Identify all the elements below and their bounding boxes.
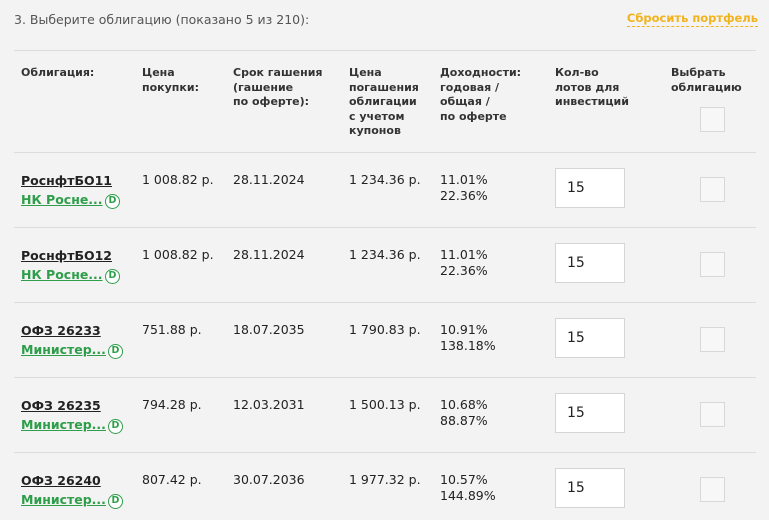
maturity-date: 28.11.2024 — [233, 247, 305, 262]
redemption-price: 1 500.13 р. — [349, 397, 421, 412]
table-row: РоснфтБО11 НК Росне... D 1 008.82 р. 28.… — [14, 153, 756, 228]
yield-total: 22.36% — [440, 188, 488, 203]
table-row: ОФЗ 26233 Министер... D 751.88 р. 18.07.… — [14, 303, 756, 378]
dividend-icon[interactable]: D — [105, 194, 120, 209]
lots-quantity-input[interactable] — [555, 468, 625, 508]
bond-name-link[interactable]: ОФЗ 26235 — [21, 398, 101, 413]
select-bond-checkbox[interactable] — [700, 477, 725, 502]
bond-name-link[interactable]: РоснфтБО11 — [21, 173, 112, 188]
yield-total: 138.18% — [440, 338, 496, 353]
select-bond-checkbox[interactable] — [700, 402, 725, 427]
yield-annual: 11.01% — [440, 172, 488, 187]
reset-portfolio-link[interactable]: Сбросить портфель — [626, 11, 758, 27]
maturity-date: 18.07.2035 — [233, 322, 305, 337]
column-header-redemption: Цена погашения облигации с учетом купоно… — [349, 66, 419, 137]
select-bond-checkbox[interactable] — [700, 252, 725, 277]
table-row: РоснфтБО12 НК Росне... D 1 008.82 р. 28.… — [14, 228, 756, 303]
issuer-link[interactable]: Министер... — [21, 492, 106, 507]
column-header-bond: Облигация: — [21, 66, 95, 79]
section-header: 3. Выберите облигацию (показано 5 из 210… — [0, 0, 769, 40]
yield-values: 10.68% 88.87% — [440, 397, 488, 429]
bond-name-link[interactable]: ОФЗ 26233 — [21, 323, 101, 338]
select-bond-checkbox[interactable] — [700, 327, 725, 352]
dividend-icon[interactable]: D — [108, 419, 123, 434]
yield-total: 22.36% — [440, 263, 488, 278]
yield-annual: 10.57% — [440, 472, 488, 487]
issuer-link[interactable]: Министер... — [21, 342, 106, 357]
column-header-maturity: Срок гашения (гашение по оферте): — [233, 66, 323, 108]
yield-annual: 10.68% — [440, 397, 488, 412]
purchase-price: 1 008.82 р. — [142, 247, 214, 262]
yield-values: 11.01% 22.36% — [440, 247, 488, 279]
purchase-price: 794.28 р. — [142, 397, 202, 412]
purchase-price: 807.42 р. — [142, 472, 202, 487]
yield-total: 88.87% — [440, 413, 488, 428]
column-header-select: Выбрать облигацию — [671, 66, 742, 94]
bond-name-link[interactable]: РоснфтБО12 — [21, 248, 112, 263]
table-body: РоснфтБО11 НК Росне... D 1 008.82 р. 28.… — [14, 153, 756, 520]
select-all-checkbox[interactable] — [700, 107, 725, 132]
section-title: 3. Выберите облигацию (показано 5 из 210… — [14, 12, 310, 27]
redemption-price: 1 977.32 р. — [349, 472, 421, 487]
table-row: ОФЗ 26240 Министер... D 807.42 р. 30.07.… — [14, 453, 756, 520]
yield-annual: 10.91% — [440, 322, 488, 337]
maturity-date: 12.03.2031 — [233, 397, 305, 412]
yield-total: 144.89% — [440, 488, 496, 503]
redemption-price: 1 234.36 р. — [349, 172, 421, 187]
purchase-price: 1 008.82 р. — [142, 172, 214, 187]
bond-name-link[interactable]: ОФЗ 26240 — [21, 473, 101, 488]
purchase-price: 751.88 р. — [142, 322, 202, 337]
yield-values: 11.01% 22.36% — [440, 172, 488, 204]
issuer-link[interactable]: НК Росне... — [21, 267, 103, 282]
yield-annual: 11.01% — [440, 247, 488, 262]
issuer-link[interactable]: НК Росне... — [21, 192, 103, 207]
maturity-date: 30.07.2036 — [233, 472, 305, 487]
column-header-price: Цена покупки: — [142, 66, 199, 94]
yield-values: 10.57% 144.89% — [440, 472, 496, 504]
lots-quantity-input[interactable] — [555, 168, 625, 208]
maturity-date: 28.11.2024 — [233, 172, 305, 187]
lots-quantity-input[interactable] — [555, 318, 625, 358]
select-bond-checkbox[interactable] — [700, 177, 725, 202]
redemption-price: 1 234.36 р. — [349, 247, 421, 262]
column-header-lots: Кол-во лотов для инвестиций — [555, 66, 629, 108]
lots-quantity-input[interactable] — [555, 243, 625, 283]
dividend-icon[interactable]: D — [108, 344, 123, 359]
bonds-table: Облигация: Цена покупки: Срок гашения (г… — [14, 50, 756, 520]
yield-values: 10.91% 138.18% — [440, 322, 496, 354]
redemption-price: 1 790.83 р. — [349, 322, 421, 337]
table-row: ОФЗ 26235 Министер... D 794.28 р. 12.03.… — [14, 378, 756, 453]
dividend-icon[interactable]: D — [108, 494, 123, 509]
dividend-icon[interactable]: D — [105, 269, 120, 284]
column-header-yield: Доходности: годовая / общая / по оферте — [440, 66, 522, 123]
lots-quantity-input[interactable] — [555, 393, 625, 433]
issuer-link[interactable]: Министер... — [21, 417, 106, 432]
table-header-row: Облигация: Цена покупки: Срок гашения (г… — [14, 50, 756, 153]
